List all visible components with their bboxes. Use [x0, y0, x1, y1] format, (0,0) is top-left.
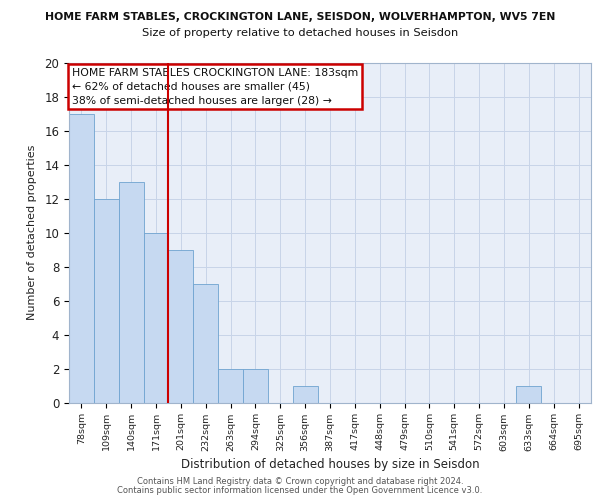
Text: Size of property relative to detached houses in Seisdon: Size of property relative to detached ho…: [142, 28, 458, 38]
Bar: [69, 114, 94, 403]
Bar: [243, 368, 268, 402]
X-axis label: Distribution of detached houses by size in Seisdon: Distribution of detached houses by size …: [181, 458, 479, 470]
Text: HOME FARM STABLES, CROCKINGTON LANE, SEISDON, WOLVERHAMPTON, WV5 7EN: HOME FARM STABLES, CROCKINGTON LANE, SEI…: [45, 12, 555, 22]
Bar: [517, 386, 541, 402]
Bar: [293, 386, 317, 402]
Text: Contains HM Land Registry data © Crown copyright and database right 2024.: Contains HM Land Registry data © Crown c…: [137, 477, 463, 486]
Bar: [218, 368, 243, 402]
Bar: [94, 198, 119, 402]
Y-axis label: Number of detached properties: Number of detached properties: [28, 145, 37, 320]
Bar: [143, 232, 169, 402]
Bar: [169, 250, 193, 402]
Text: Contains public sector information licensed under the Open Government Licence v3: Contains public sector information licen…: [118, 486, 482, 495]
Bar: [119, 182, 143, 402]
Bar: [193, 284, 218, 403]
Text: HOME FARM STABLES CROCKINGTON LANE: 183sqm
← 62% of detached houses are smaller : HOME FARM STABLES CROCKINGTON LANE: 183s…: [71, 68, 358, 106]
